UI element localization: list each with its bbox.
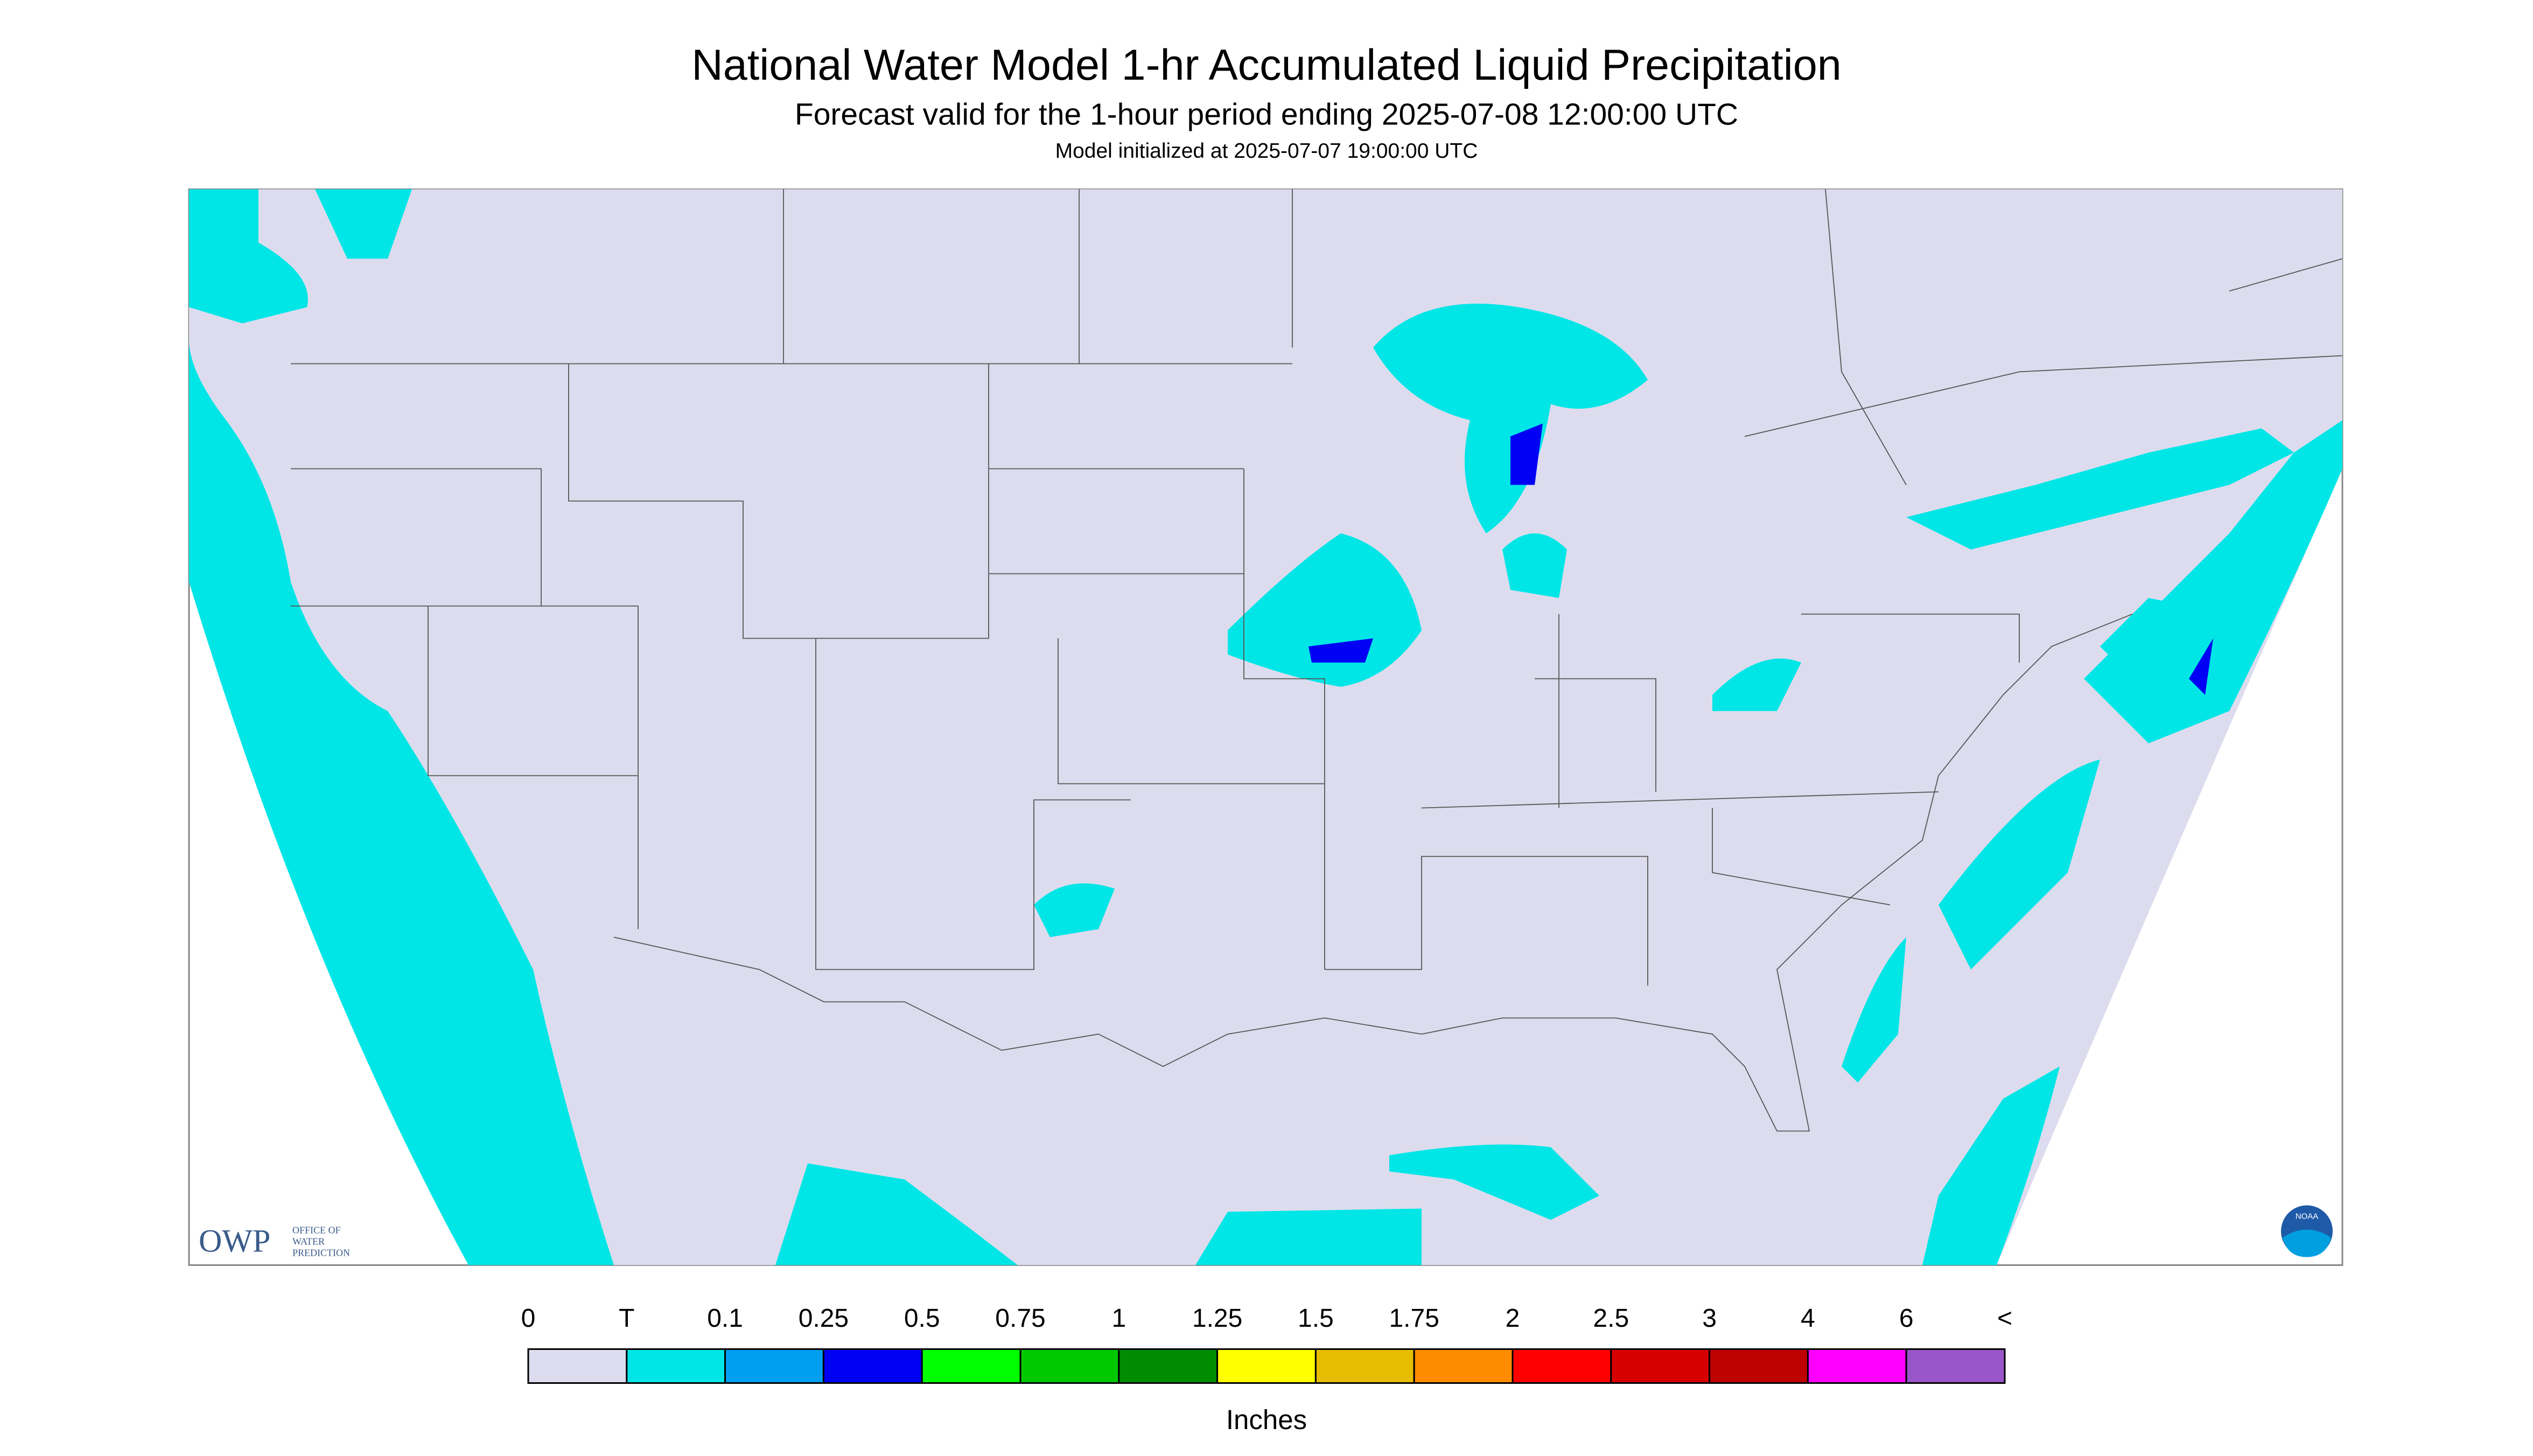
legend-label: 2.5: [1593, 1304, 1629, 1333]
legend: 0 T 0.1 0.25 0.5 0.75 1 1.25 1.5 1.75 2 2.5 3 4 6 <: [521, 1304, 2012, 1384]
legend-swatch: [1709, 1348, 1809, 1384]
legend-label: 0: [521, 1304, 536, 1333]
legend-label: 1.5: [1298, 1304, 1334, 1333]
legend-unit: Inches: [1226, 1404, 1307, 1435]
precip-areas: [189, 189, 2342, 1265]
noaa-logo-text: NOAA: [2296, 1212, 2319, 1221]
legend-label: 6: [1899, 1304, 1914, 1333]
owp-logo-text: OWP: [199, 1223, 270, 1258]
legend-swatch: [1118, 1348, 1219, 1384]
map: OWP OFFICE OF WATER PREDICTION NOAA: [188, 188, 2343, 1266]
legend-swatch: [626, 1348, 726, 1384]
legend-swatch: [1413, 1348, 1514, 1384]
legend-swatch: [921, 1348, 1021, 1384]
subtitle: Forecast valid for the 1-hour period end…: [795, 97, 1738, 132]
legend-swatch: [724, 1348, 824, 1384]
legend-label: 1: [1111, 1304, 1126, 1333]
legend-swatch: [1512, 1348, 1612, 1384]
legend-label: 4: [1801, 1304, 1815, 1333]
legend-label: 0.75: [995, 1304, 1045, 1333]
legend-label: 3: [1702, 1304, 1717, 1333]
legend-label: <: [1997, 1304, 2012, 1333]
init-time: Model initialized at 2025-07-07 19:00:00…: [1055, 139, 1478, 163]
title: National Water Model 1-hr Accumulated Li…: [691, 41, 1842, 89]
legend-label: T: [619, 1304, 634, 1333]
owp-line: PREDICTION: [292, 1248, 350, 1258]
legend-label: 1.75: [1389, 1304, 1439, 1333]
legend-label: 0.1: [707, 1304, 743, 1333]
model-domain: [189, 189, 2342, 1265]
legend-label: 0.5: [904, 1304, 940, 1333]
legend-swatch: [527, 1348, 628, 1384]
legend-label: 0.25: [799, 1304, 849, 1333]
owp-line: WATER: [292, 1236, 325, 1247]
owp-logo: OWP OFFICE OF WATER PREDICTION: [199, 1223, 350, 1258]
legend-swatch: [822, 1348, 923, 1384]
noaa-logo: NOAA: [2281, 1205, 2333, 1257]
legend-swatch: [1216, 1348, 1317, 1384]
legend-label: 1.25: [1192, 1304, 1242, 1333]
legend-swatch: [1019, 1348, 1120, 1384]
legend-swatch: [1807, 1348, 1907, 1384]
owp-line: OFFICE OF: [292, 1225, 341, 1236]
heavy-precip: [1309, 423, 2213, 695]
boundaries: [291, 189, 2343, 1132]
legend-label: 2: [1506, 1304, 1520, 1333]
legend-swatch: [1905, 1348, 2006, 1384]
legend-swatch: [1314, 1348, 1415, 1384]
legend-swatch: [1610, 1348, 1711, 1384]
